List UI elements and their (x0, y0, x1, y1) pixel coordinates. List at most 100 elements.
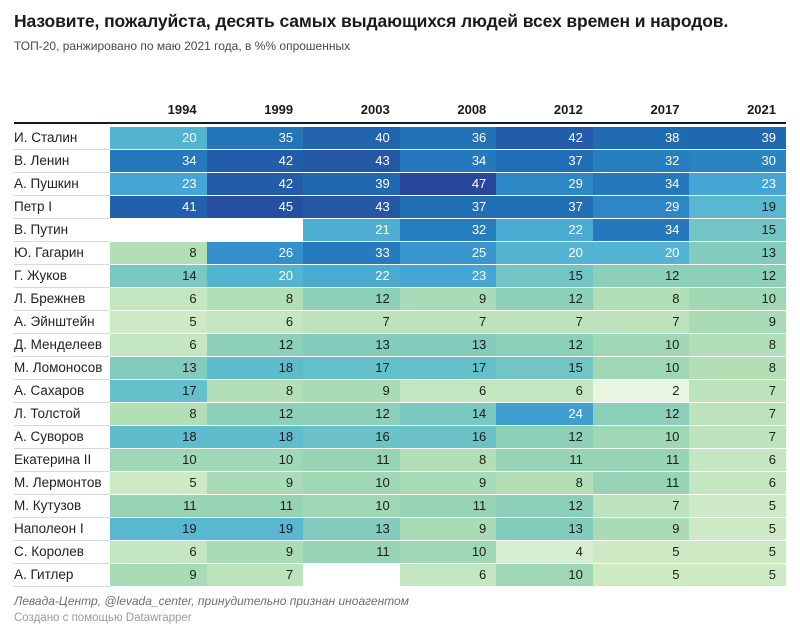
heatmap-cell: 34 (592, 173, 690, 196)
heatmap-cell: 11 (399, 495, 497, 518)
heatmap-cell: 7 (592, 311, 690, 334)
heatmap-cell: 20 (206, 265, 304, 288)
heatmap-cell (110, 219, 207, 242)
row-label: М. Лермонтов (14, 472, 110, 495)
table-row: А. Сахаров 17 8 9 6 6 2 7 (14, 380, 786, 403)
heatmap-cell: 26 (206, 242, 304, 265)
heatmap-cell: 23 (689, 173, 786, 196)
heatmap-cell: 6 (399, 564, 497, 587)
table-row: М. Кутузов 11 11 10 11 12 7 5 (14, 495, 786, 518)
heatmap-cell: 37 (496, 150, 593, 173)
heatmap-cell: 37 (496, 196, 593, 219)
table-row: М. Ломоносов 13 18 17 17 15 10 8 (14, 357, 786, 380)
year-column-header: 1994 (167, 102, 197, 117)
heatmap-cell: 10 (689, 288, 786, 311)
heatmap-cell: 38 (592, 127, 690, 150)
heatmap-cell: 7 (592, 495, 690, 518)
heatmap-cell: 13 (303, 334, 400, 357)
row-label: М. Ломоносов (14, 357, 110, 380)
attribution: Создано с помощью Datawrapper (14, 612, 192, 624)
row-label: Л. Толстой (14, 403, 110, 426)
heatmap-cell: 10 (303, 472, 400, 495)
heatmap-cell: 6 (110, 288, 207, 311)
heatmap-cell: 12 (592, 403, 690, 426)
heatmap-cell: 12 (496, 334, 593, 357)
heatmap-cell: 43 (303, 196, 400, 219)
heatmap-cell: 11 (206, 495, 304, 518)
heatmap-cell: 13 (303, 518, 400, 541)
year-header-row: 1994 1999 2003 2008 2012 2017 2021 (14, 102, 786, 124)
heatmap-cell: 18 (206, 357, 304, 380)
heatmap-cell: 9 (110, 564, 207, 587)
heatmap-cell: 4 (496, 541, 593, 564)
heatmap-cell (206, 219, 304, 242)
heatmap-cell: 19 (206, 518, 304, 541)
row-label: А. Эйнштейн (14, 311, 110, 334)
heatmap-cell: 8 (110, 242, 207, 265)
table-row: Л. Толстой 8 12 12 14 24 12 7 (14, 403, 786, 426)
heatmap-cell: 40 (303, 127, 400, 150)
heatmap-cell: 16 (399, 426, 497, 449)
heatmap-cell: 13 (110, 357, 207, 380)
heatmap-cell: 14 (110, 265, 207, 288)
heatmap-cell: 6 (689, 472, 786, 495)
row-label: Петр I (14, 196, 110, 219)
table-row: Д. Менделеев 6 12 13 13 12 10 8 (14, 334, 786, 357)
heatmap-cell: 8 (399, 449, 497, 472)
chart-subtitle: ТОП-20, ранжировано по маю 2021 года, в … (14, 39, 351, 53)
heatmap-cell: 29 (496, 173, 593, 196)
heatmap-cell: 16 (303, 426, 400, 449)
heatmap-cell: 12 (496, 426, 593, 449)
heatmap-cell: 9 (399, 472, 497, 495)
heatmap-cell: 9 (689, 311, 786, 334)
row-label: Л. Брежнев (14, 288, 110, 311)
heatmap-cell: 7 (206, 564, 304, 587)
heatmap-cell: 10 (592, 357, 690, 380)
heatmap-cell: 8 (110, 403, 207, 426)
heatmap-cell: 19 (110, 518, 207, 541)
chart-title: Назовите, пожалуйста, десять самых выдаю… (14, 11, 729, 31)
heatmap-cell: 12 (206, 334, 304, 357)
heatmap-cell: 8 (206, 380, 304, 403)
heatmap-cell: 11 (110, 495, 207, 518)
heatmap-cell: 9 (399, 288, 497, 311)
heatmap-cell: 5 (592, 541, 690, 564)
year-column-header: 2008 (457, 102, 487, 117)
heatmap-cell: 5 (689, 495, 786, 518)
heatmap-cell: 11 (592, 472, 690, 495)
heatmap-cell: 39 (303, 173, 400, 196)
heatmap-cell: 39 (689, 127, 786, 150)
heatmap-cell: 10 (399, 541, 497, 564)
heatmap-cell: 30 (689, 150, 786, 173)
heatmap-cell: 23 (399, 265, 497, 288)
heatmap-cell: 8 (689, 357, 786, 380)
heatmap-cell: 15 (496, 265, 593, 288)
heatmap-cell: 10 (592, 426, 690, 449)
heatmap-cell: 29 (592, 196, 690, 219)
heatmap-cell: 35 (206, 127, 304, 150)
heatmap-cell: 22 (303, 265, 400, 288)
heatmap-cell: 12 (496, 495, 593, 518)
heatmap-cell: 6 (689, 449, 786, 472)
heatmap-cell: 8 (206, 288, 304, 311)
row-label: В. Ленин (14, 150, 110, 173)
heatmap-cell: 42 (206, 173, 304, 196)
row-label: Г. Жуков (14, 265, 110, 288)
row-label: В. Путин (14, 219, 110, 242)
heatmap-cell: 10 (110, 449, 207, 472)
heatmap-cell: 6 (110, 541, 207, 564)
heatmap-table: И. Сталин 20 35 40 36 42 38 39 В. Ленин 34 42 43 34 3… (14, 127, 786, 587)
heatmap-cell: 11 (303, 541, 400, 564)
year-column-header: 2003 (360, 102, 390, 117)
table-row: А. Эйнштейн 5 6 7 7 7 7 9 (14, 311, 786, 334)
heatmap-cell: 20 (592, 242, 690, 265)
heatmap-cell: 12 (592, 265, 690, 288)
table-row: Г. Жуков 14 20 22 23 15 12 12 (14, 265, 786, 288)
heatmap-cell: 34 (592, 219, 690, 242)
heatmap-cell: 17 (303, 357, 400, 380)
heatmap-cell: 5 (110, 311, 207, 334)
heatmap-cell: 2 (592, 380, 690, 403)
heatmap-cell: 33 (303, 242, 400, 265)
heatmap-cell (303, 564, 400, 587)
